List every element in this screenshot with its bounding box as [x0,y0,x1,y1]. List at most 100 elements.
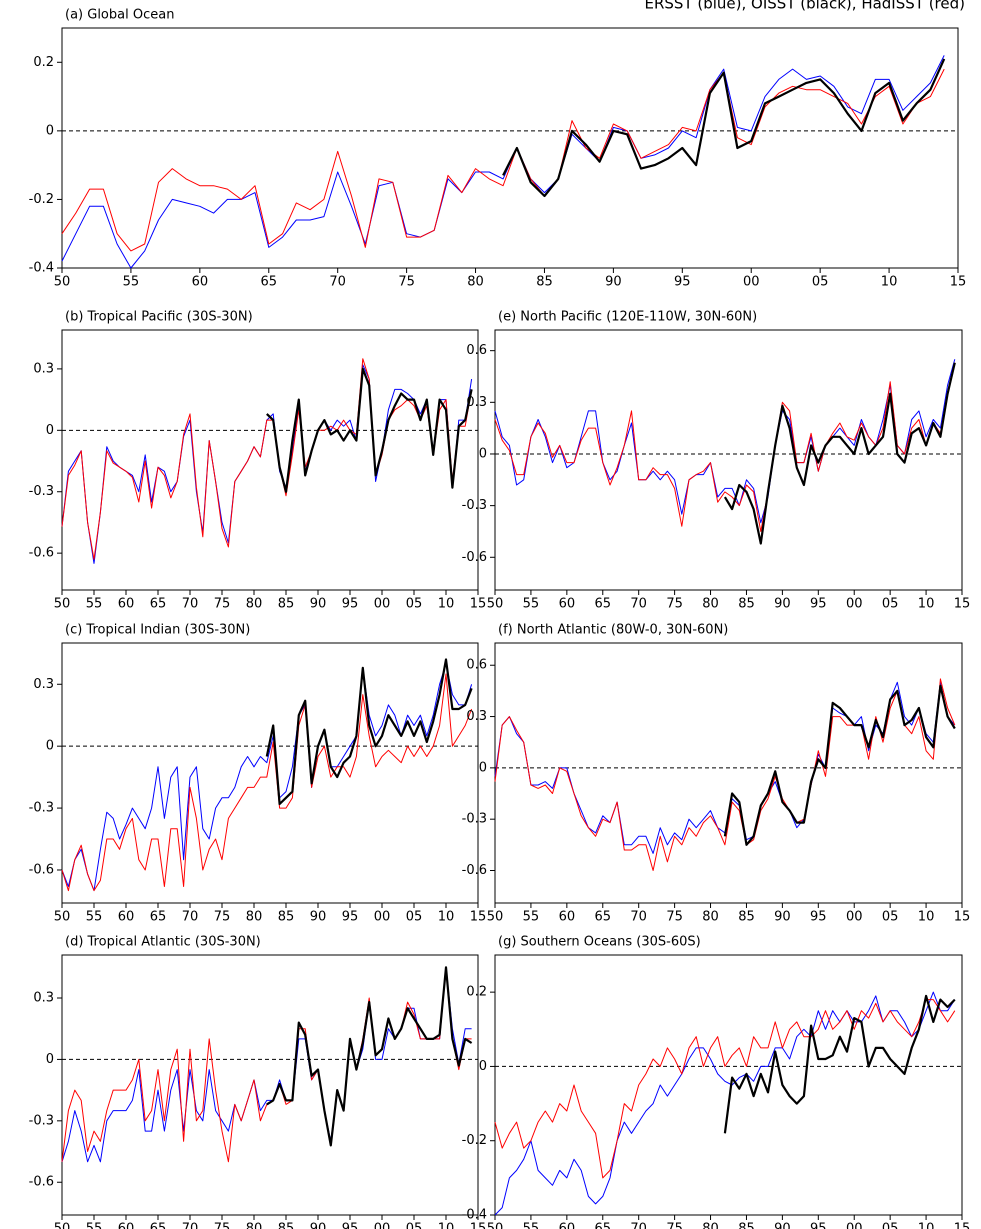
x-tick-label: 65 [594,1222,611,1229]
x-tick-label: 65 [260,275,277,290]
x-tick-label: 60 [559,1222,576,1229]
plot-frame [61,329,479,591]
series-line [723,362,956,545]
x-tick-label: 75 [398,275,415,290]
panel-title: (b) Tropical Pacific (30S-30N) [65,310,253,325]
x-tick-label: 75 [214,910,231,925]
x-tick-label: 95 [810,910,827,925]
x-tick-label: 85 [738,1222,755,1229]
x-tick-label: 70 [630,1222,647,1229]
x-tick-label: 55 [86,597,103,612]
x-tick-label: 50 [54,597,71,612]
x-tick-label: 15 [954,1222,971,1229]
series-line [494,678,956,871]
x-tick-label: 10 [438,597,455,612]
x-tick-label: 15 [470,1222,487,1229]
x-tick-label: 50 [487,597,504,612]
series-line [61,966,472,1163]
y-tick-label: 0.6 [466,658,487,673]
y-tick-label: -0.3 [29,1113,54,1128]
x-tick-label: 55 [86,1222,103,1229]
x-tick-label: 75 [666,1222,683,1229]
x-tick-label: 65 [150,910,167,925]
series-line [61,55,945,269]
x-tick-label: 90 [774,1222,791,1229]
x-tick-label: 60 [192,275,209,290]
x-tick-label: 75 [214,1222,231,1229]
x-tick-label: 70 [182,1222,199,1229]
x-tick-label: 70 [630,910,647,925]
x-tick-label: 70 [182,910,199,925]
x-tick-label: 60 [559,910,576,925]
series-line [494,681,956,854]
series-line [61,364,473,564]
x-tick-label: 80 [702,910,719,925]
x-tick-label: 85 [278,1222,295,1229]
x-tick-label: 75 [666,597,683,612]
x-tick-label: 65 [594,597,611,612]
y-tick-label: 0.3 [33,990,54,1005]
y-tick-label: 0.3 [466,709,487,724]
x-tick-label: 95 [810,1222,827,1229]
x-tick-label: 95 [342,910,359,925]
panel-title: (g) Southern Oceans (30S-60S) [498,935,701,950]
y-tick-label: -0.3 [462,498,487,513]
y-tick-label: -0.3 [462,812,487,827]
plot-frame [61,642,479,904]
x-tick-label: 90 [774,597,791,612]
y-tick-label: 0 [46,1052,54,1067]
x-tick-label: 80 [467,275,484,290]
y-tick-label: -0.6 [462,863,487,878]
x-tick-label: 55 [523,910,540,925]
y-tick-label: -0.2 [29,192,54,207]
series-line [723,684,956,846]
x-tick-label: 85 [278,910,295,925]
x-tick-label: 95 [810,597,827,612]
y-tick-label: 0 [479,1059,487,1074]
x-tick-label: 50 [54,910,71,925]
series-line [494,362,956,532]
series-line [494,991,956,1216]
series-line [61,358,473,560]
y-tick-label: 0 [46,739,54,754]
plot-frame [494,329,963,591]
y-tick-label: -0.4 [462,1208,487,1223]
y-tick-label: 0.2 [466,985,487,1000]
x-tick-label: 60 [118,910,135,925]
x-tick-label: 05 [882,910,899,925]
x-tick-label: 85 [738,910,755,925]
x-tick-label: 80 [702,1222,719,1229]
series-line [494,359,956,524]
x-tick-label: 55 [523,597,540,612]
panel-title: (a) Global Ocean [65,8,174,23]
x-tick-label: 00 [374,1222,391,1229]
x-tick-label: 15 [470,910,487,925]
x-tick-label: 95 [674,275,691,290]
y-tick-label: 0.2 [33,55,54,70]
x-tick-label: 65 [150,1222,167,1229]
x-tick-label: 10 [881,275,898,290]
x-tick-label: 95 [342,1222,359,1229]
y-tick-label: -0.3 [29,484,54,499]
x-tick-label: 10 [438,910,455,925]
y-tick-label: -0.6 [29,1175,54,1190]
x-tick-label: 10 [918,910,935,925]
y-tick-label: 0.3 [466,395,487,410]
plot-frame [61,27,959,269]
x-tick-label: 00 [846,597,863,612]
series-line [502,58,946,198]
caption: ERSST (blue), OISST (black), HadISST (re… [645,0,965,13]
y-tick-label: 0.6 [466,343,487,358]
panel-title: (e) North Pacific (120E-110W, 30N-60N) [498,310,757,325]
x-tick-label: 00 [374,910,391,925]
series-line [61,68,945,252]
x-tick-label: 05 [812,275,829,290]
x-tick-label: 50 [487,910,504,925]
x-tick-label: 05 [406,1222,423,1229]
y-tick-label: 0.3 [33,677,54,692]
x-tick-label: 60 [118,597,135,612]
x-tick-label: 05 [882,1222,899,1229]
y-tick-label: -0.2 [462,1133,487,1148]
x-tick-label: 80 [246,597,263,612]
